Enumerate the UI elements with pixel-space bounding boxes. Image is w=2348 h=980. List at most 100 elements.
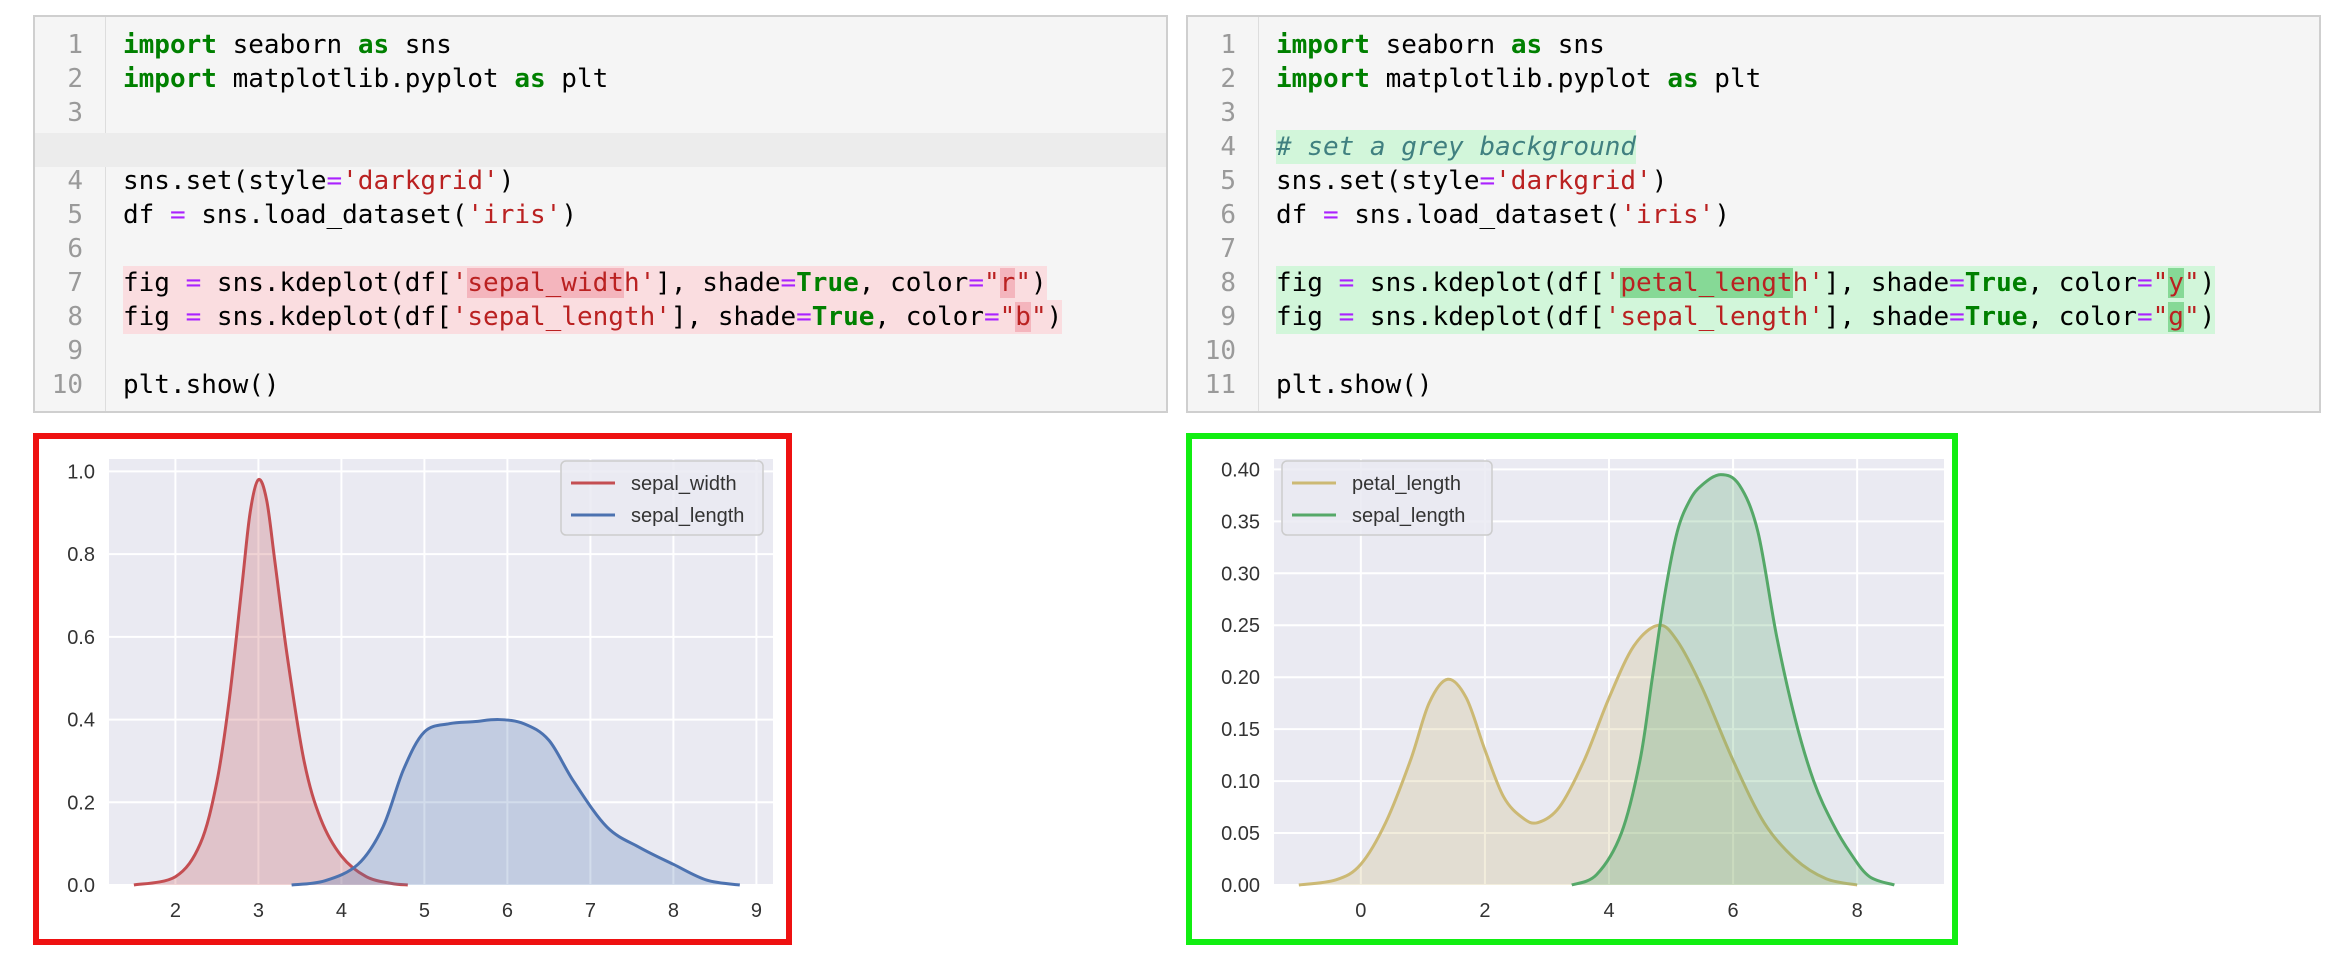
code-token: True [1964, 302, 2028, 332]
code-token: = [780, 268, 797, 298]
y-tick-label: 0.8 [67, 544, 95, 566]
code-token: = [1949, 302, 1965, 332]
y-tick-label: 0.10 [1221, 771, 1260, 793]
kde-plot-right: 0 2 4 6 8 0.00 0.05 0.10 0.15 0.20 0.25 0.30 0.35 0.4… [1186, 433, 1958, 945]
code-line-1: 1 import seaborn as sns [1188, 28, 2319, 62]
code-token: r [999, 268, 1016, 298]
x-tick-label: 8 [1852, 900, 1863, 922]
code-text: import matplotlib.pyplot as plt [123, 62, 608, 96]
y-tick-label: 0.15 [1221, 719, 1260, 741]
code-text: df = sns.load_dataset('iris') [123, 198, 577, 232]
code-token: sns.set(style [1276, 166, 1480, 196]
code-token: sns.kdeplot(df[ [1354, 268, 1605, 298]
code-cell-right[interactable]: 1 import seaborn as sns 2 import matplotlib… [1186, 15, 2321, 413]
code-line-8: 8 fig = sns.kdeplot(df['sepal_length'], s… [35, 300, 1166, 334]
code-token: = [1338, 268, 1355, 298]
code-line-2: 2 import matplotlib.pyplot as plt [1188, 62, 2319, 96]
code-line-7: 7 fig = sns.kdeplot(df['sepal_width'], sh… [35, 266, 1166, 300]
x-tick-label: 6 [502, 900, 513, 922]
line-number: 10 [51, 370, 83, 400]
code-token: as [1510, 30, 1543, 60]
code-text: df = sns.load_dataset('iris') [1276, 198, 1730, 232]
code-text: import seaborn as sns [123, 28, 452, 62]
y-tick-label: 0.25 [1221, 615, 1260, 637]
code-token: = [326, 166, 343, 196]
line-number: 3 [1220, 98, 1236, 128]
code-token: fig [1276, 268, 1339, 298]
code-token: = [185, 268, 202, 298]
code-cell-left[interactable]: 1 import seaborn as sns 2 import matplotlib… [33, 15, 1168, 413]
code-token: ) [498, 166, 515, 196]
code-token: fig [1276, 302, 1339, 332]
kde-chart-left: 2 3 4 5 6 7 8 9 0.0 0.2 0.4 0.6 0.8 1.0 sepal_widthsep… [67, 459, 773, 922]
code-token: " [1015, 268, 1031, 298]
line-number: 8 [67, 302, 83, 332]
code-token: as [1667, 64, 1699, 94]
legend-label: sepal_width [631, 473, 737, 495]
line-number: 5 [1220, 166, 1236, 196]
code-token: as [357, 30, 390, 60]
code-token: plt.show() [1276, 370, 1433, 400]
kde-line-sepal-length [1571, 473, 1895, 887]
line-number: 3 [67, 98, 83, 128]
code-token: 'darkgrid' [1495, 166, 1652, 196]
line-number: 9 [67, 336, 83, 366]
code-text: import seaborn as sns [1276, 28, 1605, 62]
line-number: 8 [1220, 268, 1236, 298]
code-text: sns.set(style='darkgrid') [1276, 164, 1667, 198]
code-token: " [1030, 302, 1047, 332]
code-text: fig = sns.kdeplot(df['sepal_length'], sh… [123, 300, 1063, 334]
code-token: " [2152, 268, 2169, 298]
code-token: 'sepal_length' [451, 302, 671, 332]
code-token: True [811, 302, 875, 332]
code-line-4: 4 sns.set(style='darkgrid') [35, 164, 1166, 198]
code-token: import [1276, 64, 1370, 94]
code-line-9: 9 [35, 334, 1166, 368]
kde-area-sepal-length [291, 719, 740, 885]
code-text: fig = sns.kdeplot(df['sepal_width'], sha… [123, 266, 1047, 300]
code-token: ' [451, 268, 468, 298]
code-line-9: 9 fig = sns.kdeplot(df['sepal_length'], s… [1188, 300, 2319, 334]
code-token: sns [389, 30, 452, 60]
code-line-3: 3 [1188, 96, 2319, 130]
code-token: petal_lengt [1620, 268, 1793, 298]
code-token: ) [561, 200, 577, 230]
code-token: = [1949, 268, 1965, 298]
line-number: 7 [67, 268, 83, 298]
code-text: fig = sns.kdeplot(df['sepal_length'], sh… [1276, 300, 2216, 334]
line-number-gutter [1188, 17, 1259, 411]
code-token: # set a grey background [1276, 132, 1637, 162]
y-tick-label: 0.4 [67, 710, 95, 732]
code-token: df [123, 200, 170, 230]
code-token: True [796, 268, 859, 298]
code-token: plt.show() [123, 370, 280, 400]
code-line-7: 7 [1188, 232, 2319, 266]
code-token: 'sepal_length' [1604, 302, 1824, 332]
y-tick-label: 0.6 [67, 627, 95, 649]
code-token: ) [1651, 166, 1668, 196]
x-tick-label: 7 [585, 900, 596, 922]
code-token: ], shade [1823, 302, 1950, 332]
code-token: 'iris' [1620, 200, 1715, 230]
collapsed-separator [35, 133, 1166, 167]
legend-label: petal_length [1352, 473, 1461, 495]
line-number: 4 [1220, 132, 1236, 162]
code-token: = [983, 302, 1000, 332]
kde-plot-left: 2 3 4 5 6 7 8 9 0.0 0.2 0.4 0.6 0.8 1.0 sepal_width sep… [33, 433, 792, 945]
code-line-10: 10 [1188, 334, 2319, 368]
line-number: 1 [1220, 30, 1236, 60]
y-tick-label: 0.35 [1221, 511, 1260, 533]
code-token: = [2136, 302, 2153, 332]
code-token: = [1338, 302, 1355, 332]
code-line-5: 5 sns.set(style='darkgrid') [1188, 164, 2319, 198]
code-token: " [984, 268, 1000, 298]
kde-line-sepal-width [133, 477, 408, 887]
line-number: 2 [67, 64, 83, 94]
code-token: ) [2199, 268, 2216, 298]
line-number: 7 [1220, 234, 1236, 264]
y-tick-label: 0.20 [1221, 667, 1260, 689]
y-tick-label: 0.0 [67, 875, 95, 897]
legend-label: sepal_length [631, 505, 744, 527]
code-token: import [1276, 30, 1370, 60]
code-text: sns.set(style='darkgrid') [123, 164, 514, 198]
